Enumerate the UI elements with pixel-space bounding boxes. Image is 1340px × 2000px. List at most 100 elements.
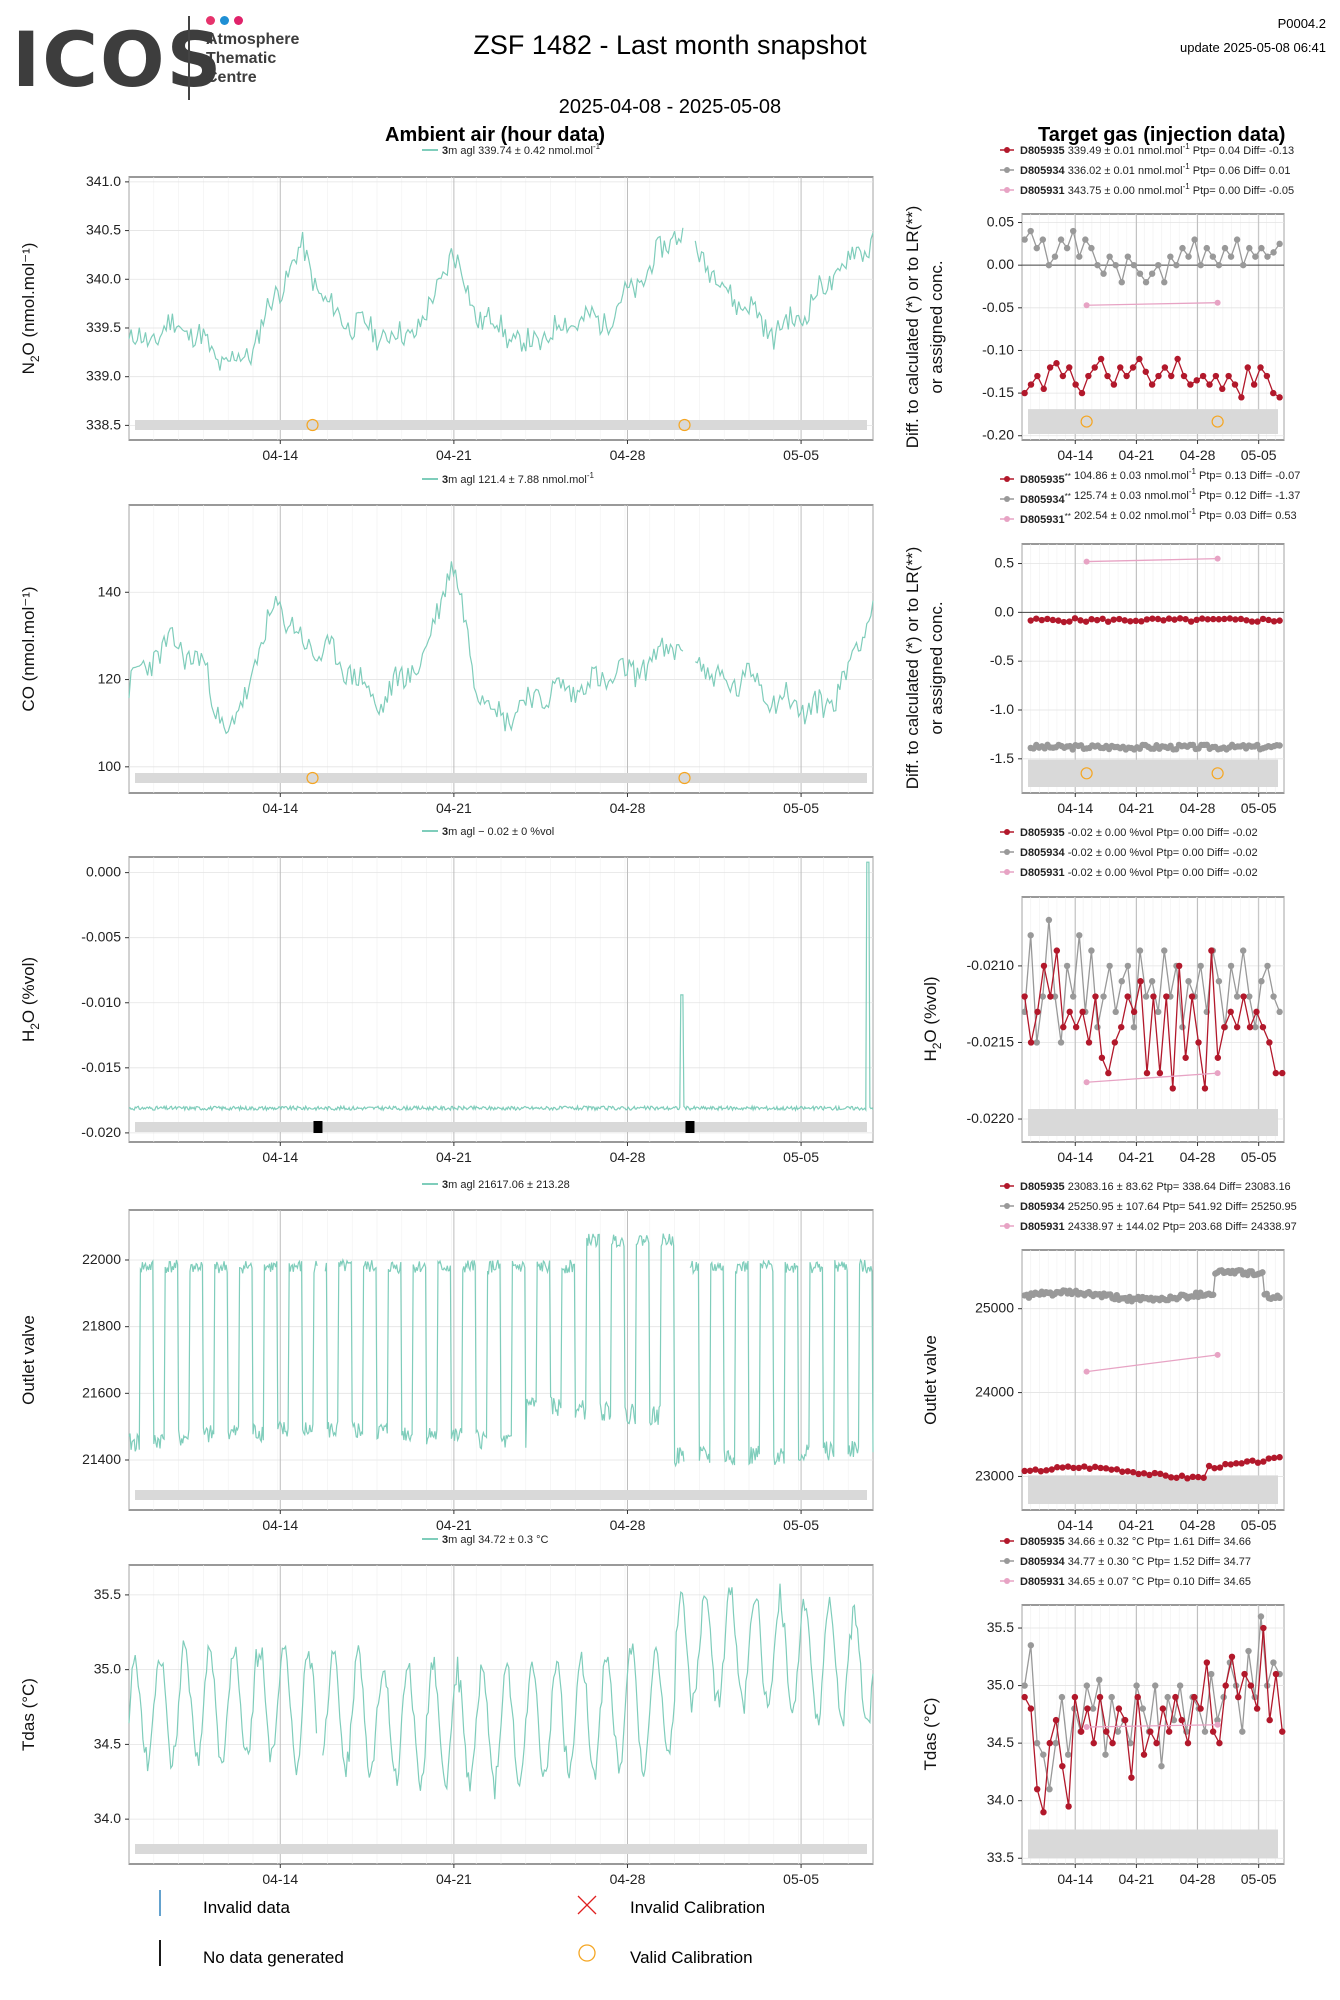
d805935-point [1136,355,1143,363]
y-tick-label: 0.00 [987,256,1014,272]
d805935-point [1233,1023,1241,1031]
d805934-point [1082,236,1089,243]
d805935-point [1165,615,1173,622]
d805935-point [1093,616,1101,624]
d805935-point [1053,947,1061,954]
d805935-point [1078,389,1086,397]
legend-dot [1004,1183,1010,1189]
d805935-point [1053,360,1060,367]
legend-dot [1004,1558,1010,1564]
d805934-point [1051,993,1059,1000]
legend-dot [1004,869,1010,875]
d805935-point [1047,993,1054,1000]
d805935-point [1161,364,1169,371]
d805935-point [1071,1693,1079,1701]
d805935-point [1184,1475,1191,1482]
d805934-point [1112,261,1119,269]
d805934-point [1240,261,1247,269]
y-tick-label: -0.0215 [967,1033,1015,1049]
d805934-point [1179,1023,1186,1031]
legend-dot [1004,1578,1010,1584]
outlet-ambient-line [128,1233,874,1468]
x-tick-label: 05-05 [1241,1517,1277,1533]
status-band [1028,409,1278,434]
d805935-point [1096,1693,1104,1701]
d805934-point [1052,1739,1059,1747]
d805935-point [1187,618,1195,625]
d805935-point [1088,615,1095,623]
d805935-point [1156,1069,1164,1077]
d805935-point [1253,1008,1260,1016]
d805934-point [1124,253,1132,260]
co-valid-cal [306,771,319,785]
d805935-point [1270,618,1278,625]
d805935-point [1203,1659,1211,1666]
y-tick-label: 34.5 [94,1735,121,1751]
d805934-point [1203,244,1210,252]
status-band [135,1122,867,1132]
d805935-point [1033,615,1040,622]
x-tick-label: 05-05 [1241,1871,1277,1887]
x-tick-label: 04-21 [1119,1517,1155,1533]
d805935-point [1147,1728,1154,1735]
y-tick-label: 0.05 [987,214,1014,230]
d805931-point [1214,1721,1221,1728]
d805934-point [1063,962,1071,970]
n2o-ylabel: N2O (nmol.mol⁻¹) [19,243,42,375]
y-tick-label: 33.5 [987,1849,1014,1865]
d805935-point [1134,1693,1141,1701]
d805935-point [1140,1751,1148,1758]
d805935-point [1240,993,1247,1000]
d805935-point [1266,1039,1273,1046]
d805935-point [1143,616,1151,623]
d805931-point [1083,1368,1090,1375]
d805935-point [1211,1464,1218,1472]
d805935-point [1216,1464,1224,1471]
target-co-ylabel-2: or assigned conc. [927,601,946,734]
d805935-point [1021,389,1028,397]
d805935-point [1110,381,1118,388]
x-tick-label: 04-14 [262,1517,298,1533]
legend-target: D805931 343.75 ± 0.00 nmol.mol-1 Ptp= 0.… [1020,182,1294,197]
legend-target: D805935 339.49 ± 0.01 nmol.mol-1 Ptp= 0.… [1020,142,1294,157]
status-band [1028,1109,1278,1136]
d805935-point [1208,947,1215,954]
d805935-point [1121,1716,1129,1724]
d805935-point [1081,1463,1088,1470]
d805935-point [1165,1728,1173,1735]
d805935-point [1146,1471,1153,1479]
d805934-point [1208,1670,1215,1678]
status-band [135,1490,867,1500]
d805935-point [1121,617,1128,624]
d805935-point [1046,1739,1053,1747]
y-tick-label: -0.0210 [967,957,1015,973]
d805934-point [1133,1682,1140,1689]
d805935-point [1138,618,1145,625]
d805935-point [1110,616,1117,623]
legend-dot [1004,147,1010,153]
legend-dot [1004,1538,1010,1544]
x-tick-label: 04-28 [610,1149,646,1165]
legend-target: D805931 -0.02 ± 0.00 %vol Ptp= 0.00 Diff… [1020,867,1258,879]
x-tick-label: 04-28 [1180,800,1216,816]
d805934-point [1264,962,1271,970]
d805935-point [1199,372,1207,380]
n2o-valid-cal [678,418,691,432]
d805935-point [1059,1464,1066,1471]
x-tick-label: 04-28 [1180,447,1216,463]
d805931-line [1086,557,1218,563]
d805935-point [1046,364,1054,371]
d805935-point [1123,372,1130,380]
x-tick-label: 04-21 [436,1517,472,1533]
d805934-point [1088,947,1095,954]
d805935-point [1150,993,1157,1000]
d805935-point [1085,1039,1093,1046]
d805931-line [1086,1354,1218,1373]
d805934-point [1083,1682,1091,1689]
d805934-point [1210,1291,1217,1298]
d805931-point [1214,1351,1221,1358]
d805935-point [1092,993,1099,1000]
d805934-point [1154,261,1162,269]
d805934-point [1270,993,1277,1000]
